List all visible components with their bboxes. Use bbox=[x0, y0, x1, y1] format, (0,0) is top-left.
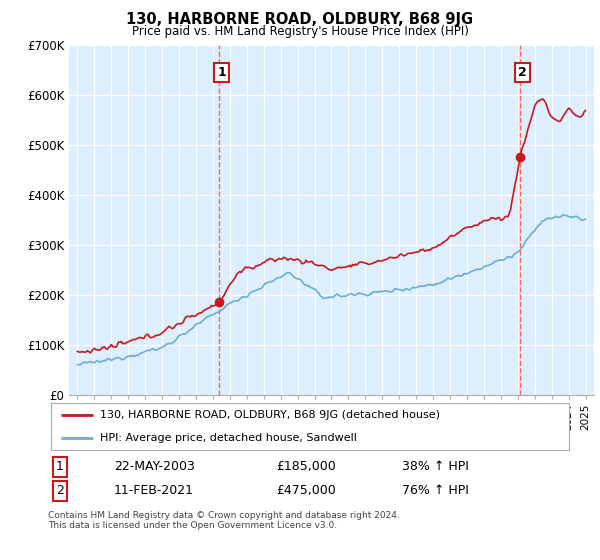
Text: HPI: Average price, detached house, Sandwell: HPI: Average price, detached house, Sand… bbox=[101, 433, 358, 444]
Text: 2: 2 bbox=[518, 66, 527, 79]
Text: 1: 1 bbox=[56, 460, 64, 473]
Text: Contains HM Land Registry data © Crown copyright and database right 2024.
This d: Contains HM Land Registry data © Crown c… bbox=[48, 511, 400, 530]
Text: 76% ↑ HPI: 76% ↑ HPI bbox=[402, 484, 469, 497]
Text: 22-MAY-2003: 22-MAY-2003 bbox=[114, 460, 195, 473]
Text: £475,000: £475,000 bbox=[276, 484, 336, 497]
Text: Price paid vs. HM Land Registry's House Price Index (HPI): Price paid vs. HM Land Registry's House … bbox=[131, 25, 469, 38]
Text: 11-FEB-2021: 11-FEB-2021 bbox=[114, 484, 194, 497]
Text: £185,000: £185,000 bbox=[276, 460, 336, 473]
FancyBboxPatch shape bbox=[50, 403, 569, 450]
Text: 130, HARBORNE ROAD, OLDBURY, B68 9JG (detached house): 130, HARBORNE ROAD, OLDBURY, B68 9JG (de… bbox=[101, 410, 440, 421]
Text: 130, HARBORNE ROAD, OLDBURY, B68 9JG: 130, HARBORNE ROAD, OLDBURY, B68 9JG bbox=[127, 12, 473, 27]
Text: 1: 1 bbox=[218, 66, 226, 79]
Text: 2: 2 bbox=[56, 484, 64, 497]
Text: 38% ↑ HPI: 38% ↑ HPI bbox=[402, 460, 469, 473]
